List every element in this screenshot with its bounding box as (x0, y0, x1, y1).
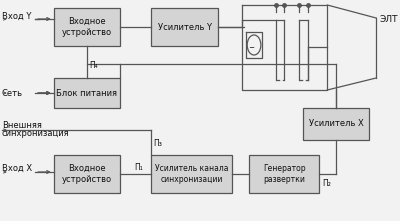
FancyBboxPatch shape (54, 155, 120, 193)
Text: Генератор
развертки: Генератор развертки (263, 164, 306, 184)
Text: Усилитель канала
синхронизации: Усилитель канала синхронизации (155, 164, 228, 184)
Text: Входное
устройство: Входное устройство (62, 164, 112, 184)
Text: П₁: П₁ (134, 164, 142, 173)
Text: П₂: П₂ (322, 179, 331, 187)
Text: синхронизация: синхронизация (2, 128, 70, 137)
FancyBboxPatch shape (152, 8, 218, 46)
Text: Вход Y: Вход Y (2, 11, 31, 21)
FancyBboxPatch shape (152, 155, 232, 193)
FancyBboxPatch shape (54, 8, 120, 46)
Text: Усилитель Y: Усилитель Y (158, 23, 212, 32)
Text: Сеть: Сеть (2, 88, 23, 97)
Text: Блок питания: Блок питания (56, 88, 118, 97)
Text: Входное
устройство: Входное устройство (62, 17, 112, 37)
Text: П₃: П₃ (153, 139, 162, 147)
FancyBboxPatch shape (54, 78, 120, 108)
Text: ─: ─ (249, 45, 253, 51)
Text: П₄: П₄ (89, 61, 98, 69)
FancyBboxPatch shape (249, 155, 320, 193)
Text: ЭЛТ: ЭЛТ (379, 15, 398, 25)
Text: Вход X: Вход X (2, 164, 32, 173)
Text: Усилитель X: Усилитель X (309, 120, 364, 128)
Text: Внешняя: Внешняя (2, 120, 42, 130)
FancyBboxPatch shape (303, 108, 369, 140)
